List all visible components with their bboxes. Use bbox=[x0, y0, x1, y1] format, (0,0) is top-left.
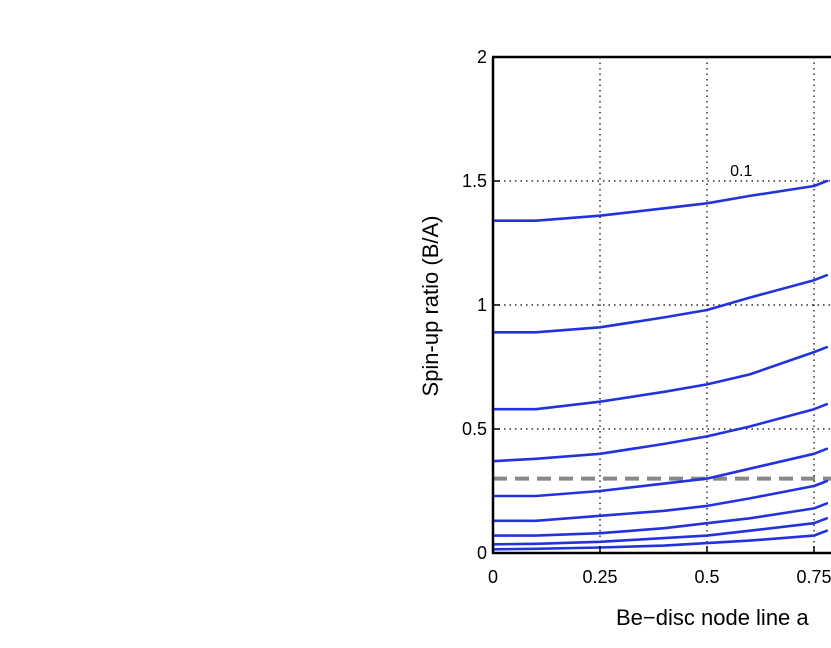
y-axis-label: Spin-up ratio (B/A) bbox=[418, 216, 443, 397]
series-line-4 bbox=[491, 402, 829, 463]
x-tick-label: 0.75 bbox=[796, 567, 831, 587]
series-line-3 bbox=[491, 345, 829, 411]
x-axis-label: Be−disc node line a bbox=[616, 605, 809, 630]
annotations: 0.1 bbox=[730, 163, 752, 180]
series-line-2 bbox=[491, 273, 829, 334]
y-tick-label: 0.5 bbox=[462, 419, 487, 439]
x-tick-label: 0 bbox=[488, 567, 498, 587]
y-tick-label: 0 bbox=[477, 543, 487, 563]
tick-labels: 0 0.25 0.5 0.75 0 0.5 1 1.5 2 bbox=[462, 47, 831, 587]
x-tick-label: 0.25 bbox=[582, 567, 617, 587]
series-line-8 bbox=[491, 516, 829, 546]
axes bbox=[491, 55, 831, 555]
series-line-9 bbox=[491, 529, 829, 551]
x-tick-label: 0.5 bbox=[694, 567, 719, 587]
y-tick-label: 2 bbox=[477, 47, 487, 67]
curve-annotation: 0.1 bbox=[730, 163, 752, 180]
y-tick-label: 1.5 bbox=[462, 171, 487, 191]
series-line-5 bbox=[491, 447, 829, 498]
series-line-1 bbox=[491, 179, 829, 222]
grid-lines bbox=[493, 57, 831, 553]
y-tick-label: 1 bbox=[477, 295, 487, 315]
series-lines bbox=[491, 179, 829, 551]
series-line-6 bbox=[491, 479, 829, 523]
series-line-7 bbox=[491, 502, 829, 537]
